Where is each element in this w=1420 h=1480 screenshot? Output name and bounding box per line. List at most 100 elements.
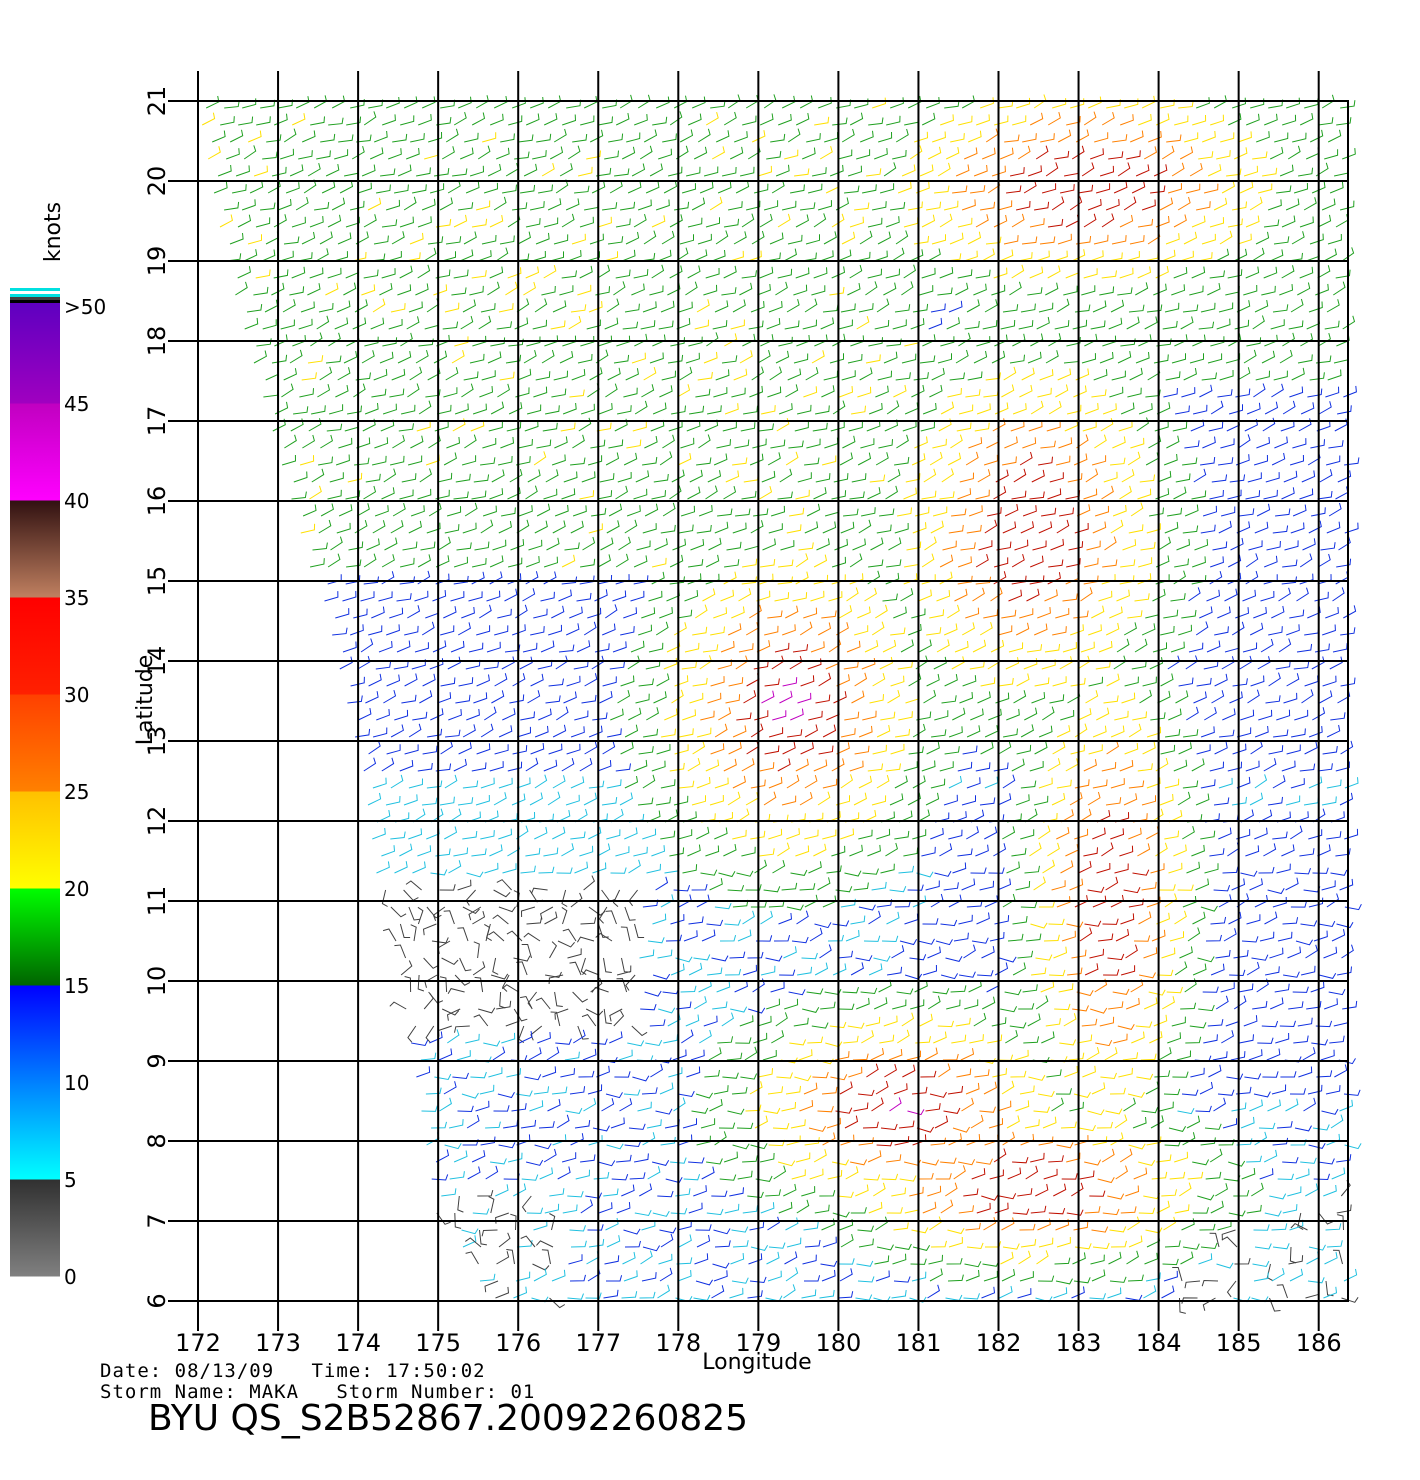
longitude-tick-label: 173 bbox=[255, 1329, 301, 1357]
wind-barb bbox=[625, 974, 636, 991]
wind-barb bbox=[249, 181, 264, 194]
wind-barb bbox=[604, 1255, 620, 1265]
wind-barb bbox=[909, 1296, 927, 1303]
wind-barb bbox=[886, 400, 900, 415]
wind-barb bbox=[1240, 870, 1258, 877]
wind-barb bbox=[495, 247, 509, 262]
wind-barb bbox=[680, 985, 697, 993]
wind-barb bbox=[839, 1081, 853, 1095]
wind-barb bbox=[521, 944, 532, 959]
wind-barb bbox=[302, 434, 315, 449]
wind-barb bbox=[390, 906, 407, 918]
wind-barb bbox=[724, 333, 738, 347]
wind-barb bbox=[807, 1036, 824, 1044]
wind-barb bbox=[1081, 162, 1095, 177]
wind-barb bbox=[891, 1187, 907, 1197]
wind-barb bbox=[1056, 827, 1070, 840]
wind-barb bbox=[1055, 1278, 1073, 1285]
wind-barb bbox=[468, 642, 484, 653]
wind-barb bbox=[1263, 266, 1278, 279]
wind-barb bbox=[506, 1249, 515, 1265]
wind-barb bbox=[637, 199, 652, 211]
wind-barb bbox=[982, 147, 996, 160]
wind-barb bbox=[759, 762, 775, 772]
wind-barb bbox=[699, 181, 714, 194]
wind-barb bbox=[1240, 709, 1255, 721]
wind-barb bbox=[1037, 607, 1051, 619]
wind-barb bbox=[1182, 780, 1199, 789]
wind-barb bbox=[569, 389, 585, 398]
wind-barb bbox=[1142, 741, 1156, 755]
wind-barb bbox=[1095, 660, 1111, 670]
wind-barb bbox=[732, 299, 746, 313]
wind-barb bbox=[675, 145, 689, 160]
wind-barb bbox=[457, 797, 474, 806]
wind-barb bbox=[494, 625, 509, 636]
wind-barb bbox=[873, 997, 888, 1010]
wind-barb bbox=[713, 387, 728, 398]
wind-barb bbox=[703, 166, 719, 177]
wind-barb bbox=[1120, 402, 1135, 415]
wind-barb bbox=[867, 844, 881, 857]
wind-barb bbox=[1192, 911, 1206, 925]
wind-barb bbox=[552, 826, 566, 840]
wind-barb bbox=[490, 1158, 507, 1165]
wind-barb bbox=[1235, 1086, 1252, 1095]
wind-barb bbox=[376, 184, 391, 194]
wind-barb bbox=[857, 606, 871, 619]
wind-barb bbox=[1038, 302, 1054, 313]
wind-barb bbox=[1173, 214, 1187, 228]
wind-barb bbox=[1125, 250, 1140, 262]
wind-barb bbox=[473, 1014, 489, 1027]
wind-barb bbox=[764, 625, 779, 636]
wind-barb bbox=[905, 692, 920, 704]
wind-barb bbox=[1113, 181, 1128, 194]
wind-barb bbox=[1068, 1052, 1085, 1061]
wind-barb bbox=[1026, 588, 1040, 602]
wind-barb bbox=[561, 757, 575, 772]
wind-barb bbox=[781, 1101, 796, 1112]
wind-barb bbox=[1326, 1133, 1341, 1146]
wind-barb bbox=[314, 201, 330, 211]
wind-barb bbox=[1051, 793, 1066, 806]
wind-barb bbox=[1035, 250, 1050, 262]
wind-barb bbox=[1091, 389, 1107, 398]
wind-barb bbox=[1249, 196, 1263, 211]
wind-barb bbox=[1194, 539, 1209, 551]
wind-barb bbox=[229, 129, 244, 143]
wind-barb bbox=[1195, 1105, 1212, 1113]
wind-barb bbox=[1075, 129, 1090, 143]
wind-barb bbox=[579, 575, 595, 585]
wind-barb bbox=[772, 1122, 790, 1130]
wind-barb bbox=[883, 351, 898, 364]
wind-barb bbox=[1233, 248, 1248, 262]
wind-barb bbox=[499, 371, 515, 381]
wind-barb bbox=[883, 1015, 898, 1027]
wind-barb bbox=[1027, 287, 1043, 296]
wind-barb bbox=[496, 1000, 512, 1010]
wind-barb bbox=[520, 1119, 537, 1129]
wind-barb bbox=[659, 1227, 677, 1234]
wind-barb bbox=[1309, 372, 1325, 381]
wind-barb bbox=[1041, 1031, 1055, 1044]
wind-barb bbox=[881, 935, 899, 943]
wind-barb bbox=[651, 490, 666, 500]
wind-barb bbox=[780, 540, 795, 551]
wind-barb bbox=[1257, 656, 1271, 670]
wind-barb bbox=[809, 1168, 824, 1180]
wind-barb bbox=[515, 387, 530, 398]
wind-barb bbox=[1045, 162, 1059, 177]
wind-barb bbox=[1094, 434, 1107, 449]
wind-barb bbox=[940, 114, 954, 126]
wind-barb bbox=[759, 1152, 775, 1163]
wind-barb bbox=[664, 1119, 680, 1129]
wind-barb bbox=[1089, 1190, 1106, 1197]
wind-barb bbox=[1173, 486, 1187, 500]
wind-barb bbox=[979, 797, 996, 806]
wind-barb bbox=[699, 1029, 712, 1044]
wind-barb bbox=[1018, 320, 1034, 330]
wind-barb bbox=[892, 999, 907, 1010]
wind-barb bbox=[847, 283, 861, 296]
wind-barb bbox=[691, 883, 708, 891]
wind-barb bbox=[1202, 986, 1219, 993]
